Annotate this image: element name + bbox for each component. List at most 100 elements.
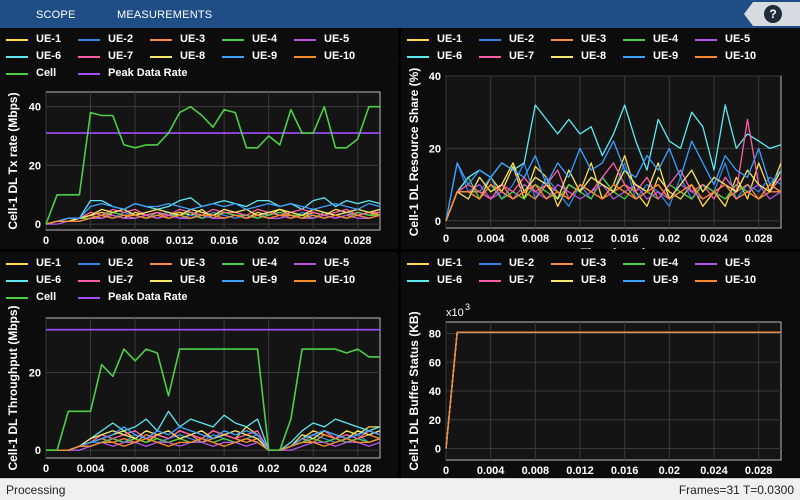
legend-swatch (78, 280, 100, 282)
x-tick-label: 0.016 (611, 465, 639, 477)
plot-buffer[interactable]: 0 0.004 0.008 0.012 0.016 0.02 0.024 0.028 0 20 40… (401, 252, 800, 478)
series-line-ue-10 (46, 437, 381, 451)
legend-label: UE-7 (509, 50, 535, 62)
legend-swatch (6, 56, 28, 58)
legend-label: UE-7 (509, 274, 535, 286)
legend-label: UE-5 (324, 257, 350, 269)
legend-label: UE-10 (725, 50, 757, 62)
legend-label: Peak Data Rate (108, 291, 188, 303)
x-tick-label: 0.012 (166, 463, 194, 475)
legend-swatch (407, 280, 429, 282)
x-tick-label: 0.028 (745, 465, 773, 477)
x-tick-label: 0.028 (344, 463, 372, 475)
x-tick-label: 0.02 (659, 233, 680, 245)
panel-throughput: UE-1 UE-2 UE-3 UE-4 UE-5 UE-6 UE-7 UE-8 UE-9 UE-1… (0, 252, 398, 478)
x-tick-label: 0.02 (258, 463, 279, 475)
series-line-ue-10 (445, 183, 782, 222)
x-tick-label: 0 (443, 233, 449, 245)
legend-label: Cell (36, 67, 57, 79)
legend-label: UE-9 (653, 50, 679, 62)
x-axis-label: Time (secs) (581, 246, 647, 249)
legend-swatch (78, 297, 100, 299)
x-tick-label: 0 (443, 465, 449, 477)
legend-swatch (623, 39, 645, 41)
y-axis-label: Cell-1 DL Buffer Status (KB) (407, 311, 421, 470)
series-line-ue-10 (45, 214, 381, 225)
legend-label: UE-10 (324, 274, 356, 286)
legend-swatch (6, 39, 28, 41)
legend-swatch (6, 280, 28, 282)
y-tick-label: 40 (429, 386, 441, 398)
legend-label: UE-2 (509, 257, 535, 269)
y-tick-label: 20 (429, 415, 441, 427)
legend-swatch (294, 263, 316, 265)
help-icon[interactable]: ? (764, 5, 782, 23)
plot-tx-rate[interactable]: 0 0.004 0.008 0.012 0.016 0.02 0.024 0.028 0 20 40… (0, 28, 398, 249)
y-tick-label: 0 (35, 219, 41, 231)
legend-swatch (479, 263, 501, 265)
legend-label: UE-6 (437, 50, 463, 62)
plot-panels: UE-1 UE-2 UE-3 UE-4 UE-5 UE-6 UE-7 UE-8 UE-9 UE-1… (0, 28, 800, 478)
help-notch (744, 2, 753, 26)
legend-swatch (78, 73, 100, 75)
legend-label: UE-5 (725, 33, 751, 45)
x-tick-label: 0.008 (121, 235, 149, 247)
legend-swatch (551, 39, 573, 41)
panel-tx-rate: UE-1 UE-2 UE-3 UE-4 UE-5 UE-6 UE-7 UE-8 UE-9 UE-1… (0, 28, 398, 249)
legend-label: UE-10 (725, 274, 757, 286)
legend-label: UE-4 (252, 257, 278, 269)
tab-measurements[interactable]: MEASUREMENTS (117, 9, 213, 21)
x-tick-label: 0.024 (700, 233, 728, 245)
legend-swatch (695, 39, 717, 41)
x-tick-label: 0.008 (522, 465, 550, 477)
x-tick-label: 0.024 (700, 465, 728, 477)
legend-label: UE-9 (252, 50, 278, 62)
x-tick-label: 0.012 (566, 465, 594, 477)
x-tick-label: 0.02 (659, 465, 680, 477)
tab-scope[interactable]: SCOPE (36, 9, 76, 21)
legend-label: UE-10 (324, 50, 356, 62)
legend-label: UE-3 (180, 257, 206, 269)
legend-label: Cell (36, 291, 57, 303)
legend-swatch (150, 56, 172, 58)
legend-label: UE-1 (36, 33, 62, 45)
x-tick-label: 0.016 (611, 233, 639, 245)
legend-swatch (695, 280, 717, 282)
legend-label: Peak Data Rate (108, 67, 188, 79)
x-tick-label: 0 (43, 235, 49, 247)
legend-swatch (479, 56, 501, 58)
legend-label: UE-5 (324, 33, 350, 45)
x-tick-label: 0.008 (522, 233, 550, 245)
legend-label: UE-6 (437, 274, 463, 286)
legend-label: UE-1 (437, 33, 463, 45)
status-text: Processing (6, 483, 66, 497)
legend-swatch (623, 280, 645, 282)
legend-swatch (479, 280, 501, 282)
legend-label: UE-9 (252, 274, 278, 286)
legend-swatch (551, 263, 573, 265)
legend-label: UE-7 (108, 274, 134, 286)
plot-throughput[interactable]: 0 0.004 0.008 0.012 0.016 0.02 0.024 0.028 0 20 Ti… (0, 252, 398, 478)
legend-label: UE-5 (725, 257, 751, 269)
y-tick-label: 0 (435, 444, 441, 456)
legend-label: UE-3 (180, 33, 206, 45)
legend-label: UE-8 (581, 50, 607, 62)
legend-swatch (695, 56, 717, 58)
legend-label: UE-8 (180, 50, 206, 62)
legend-label: UE-6 (36, 50, 62, 62)
frame-counter: Frames=31 T=0.0300 (678, 483, 794, 497)
legend-swatch (623, 56, 645, 58)
legend-swatch (6, 263, 28, 265)
y-tick-label: 80 (429, 329, 441, 341)
y-exponent-base: x10 (446, 307, 464, 319)
legend-swatch (6, 73, 28, 75)
x-axis-label: Time (secs) (180, 248, 246, 249)
series-line-ue-9 (445, 140, 782, 221)
legend-swatch (6, 297, 28, 299)
plot-resource-share[interactable]: 0 0.004 0.008 0.012 0.016 0.02 0.024 0.028 0 20 40… (401, 28, 800, 249)
x-tick-label: 0.012 (566, 233, 594, 245)
y-tick-label: 40 (29, 102, 41, 114)
y-tick-label: 40 (429, 71, 441, 83)
legend-label: UE-6 (36, 274, 62, 286)
